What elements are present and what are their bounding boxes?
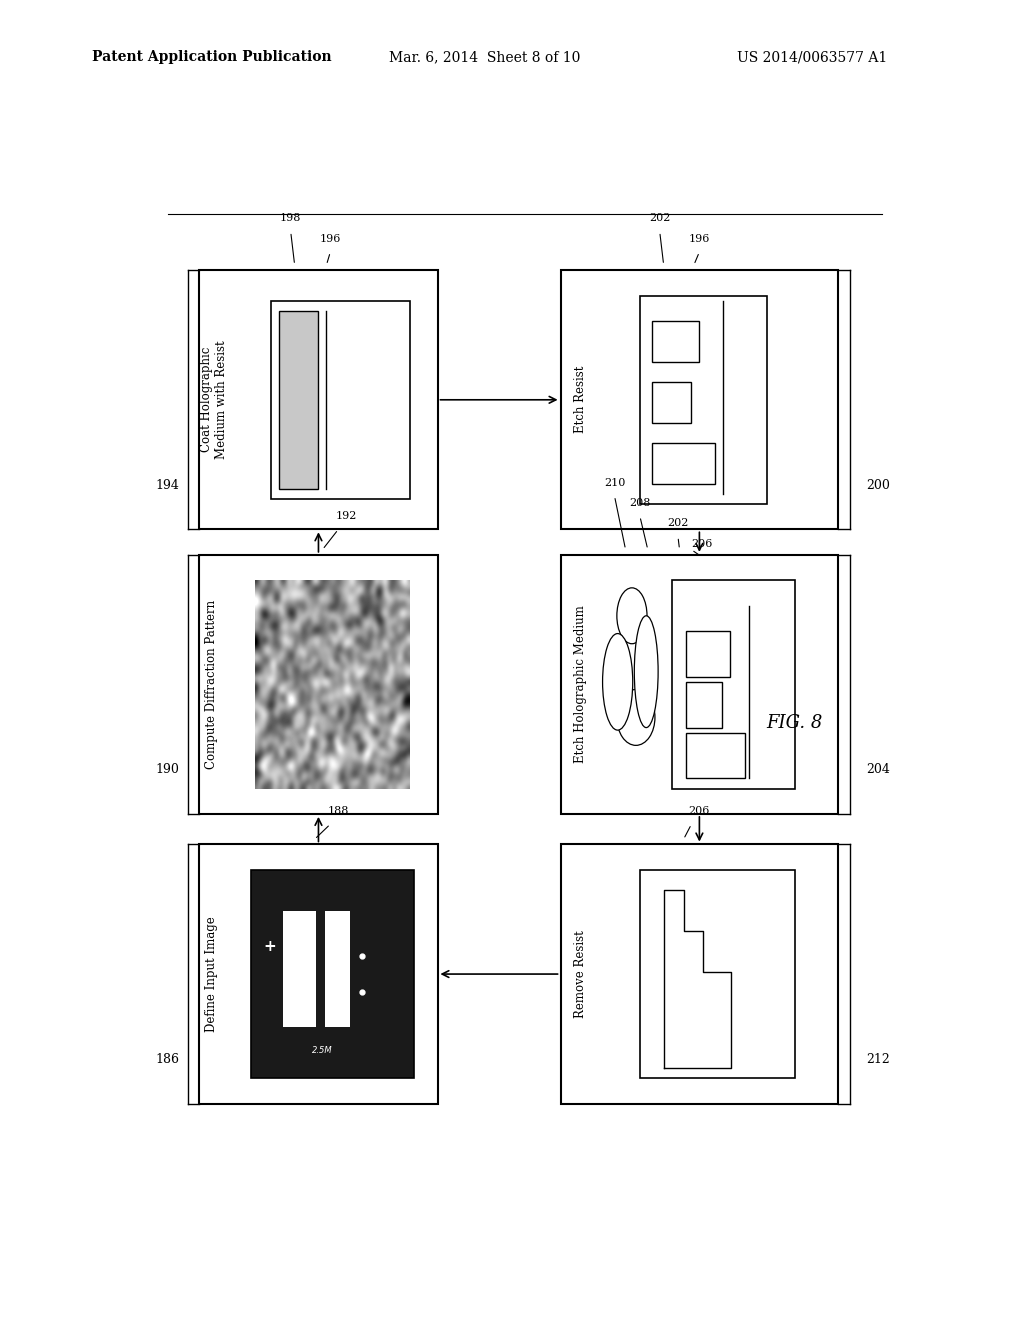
Text: Etch Resist: Etch Resist [573,366,587,433]
Text: 200: 200 [866,479,890,492]
FancyBboxPatch shape [283,911,316,1027]
Text: 198: 198 [280,214,301,223]
Text: FIG. 8: FIG. 8 [766,714,823,731]
Ellipse shape [602,634,633,730]
Text: Coat Holographic
Medium with Resist: Coat Holographic Medium with Resist [200,341,227,459]
Text: 188: 188 [328,807,349,816]
Text: Etch Holographic Medium: Etch Holographic Medium [573,606,587,763]
Text: 206: 206 [691,539,713,549]
FancyBboxPatch shape [251,870,414,1078]
Text: 194: 194 [156,479,179,492]
Text: Remove Resist: Remove Resist [573,931,587,1018]
Text: 204: 204 [866,763,890,776]
Text: 202: 202 [649,214,671,223]
FancyBboxPatch shape [279,312,318,488]
Ellipse shape [615,623,648,710]
Ellipse shape [634,615,658,727]
Text: 196: 196 [689,234,710,244]
Text: 190: 190 [156,763,179,776]
Text: 2.5M: 2.5M [312,1047,333,1055]
FancyBboxPatch shape [325,911,350,1027]
Text: 202: 202 [668,519,689,528]
Text: 212: 212 [866,1053,890,1067]
Ellipse shape [616,689,655,746]
Ellipse shape [616,587,647,644]
Text: 206: 206 [689,807,710,816]
Text: Patent Application Publication: Patent Application Publication [92,50,332,65]
Text: 210: 210 [604,478,626,487]
Text: Compute Diffraction Pattern: Compute Diffraction Pattern [205,599,218,770]
Text: +: + [263,939,275,953]
Text: US 2014/0063577 A1: US 2014/0063577 A1 [737,50,888,65]
Text: 208: 208 [629,498,650,508]
Text: 192: 192 [336,511,357,521]
Text: 186: 186 [156,1053,179,1067]
Text: Define Input Image: Define Input Image [205,916,218,1032]
Text: Mar. 6, 2014  Sheet 8 of 10: Mar. 6, 2014 Sheet 8 of 10 [389,50,581,65]
Text: 196: 196 [319,234,341,244]
